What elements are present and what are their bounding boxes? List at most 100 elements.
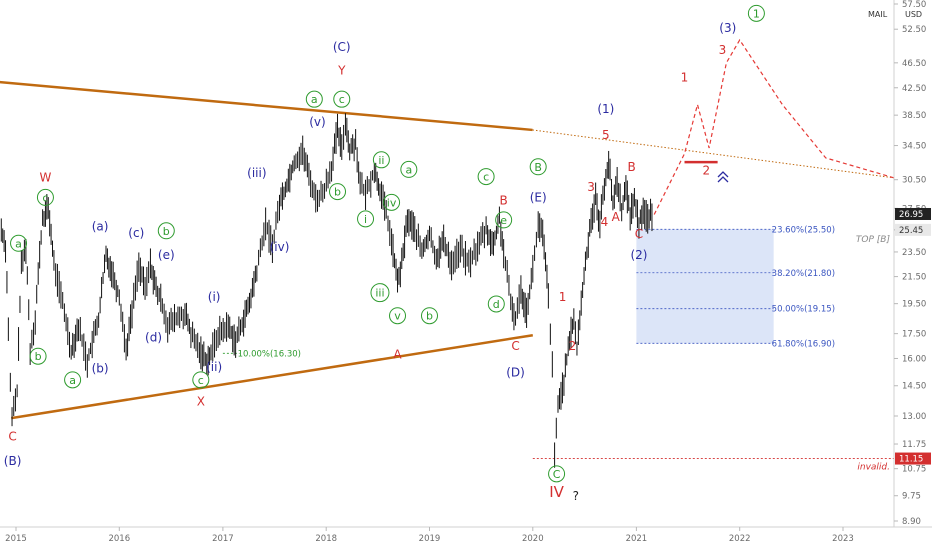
wave-label-circle — [192, 371, 210, 389]
wave-label-circle — [372, 151, 390, 169]
wave-label-circle — [389, 307, 407, 325]
price-tick-label: 38.50 — [902, 111, 926, 121]
wave-label: 1 — [753, 7, 760, 20]
last-price-tag-bg — [895, 207, 931, 220]
wave-label: iv — [387, 196, 397, 209]
trendline-extension — [532, 129, 895, 179]
top-b-tag-bg — [895, 223, 931, 236]
wave-label: c — [42, 191, 48, 204]
price-tick-label: 52.50 — [902, 25, 926, 35]
wave-label: c — [198, 374, 204, 387]
wave-label: (E) — [530, 190, 547, 204]
wave-label: iii — [375, 287, 384, 300]
chevron-up-icon — [717, 171, 729, 183]
wave-label: a — [69, 374, 76, 387]
wave-label: B — [500, 193, 508, 207]
fib-level-label: 38.20%(21.80) — [772, 269, 835, 279]
price-tick-label: 17.50 — [902, 330, 926, 340]
time-tick-label: 2016 — [108, 534, 130, 544]
wave-label: 2 — [702, 163, 710, 177]
wave-label: (a) — [92, 219, 109, 233]
price-tick-label: 10.75 — [902, 465, 926, 475]
invalid-label: invalid. — [857, 463, 890, 473]
currency-label: USD — [905, 10, 922, 19]
wave-label: (iv) — [270, 240, 290, 254]
trendline-upper — [0, 80, 533, 132]
wave-label: (iii) — [247, 166, 266, 180]
price-tick-label: 42.50 — [902, 84, 926, 94]
price-tick-label: 46.50 — [902, 59, 926, 69]
top-b-label: TOP [B] — [856, 235, 891, 245]
wave-label: 4 — [601, 215, 609, 229]
wave-label-circle — [329, 183, 347, 201]
wave-label-circle — [357, 210, 375, 228]
time-tick-label: 2019 — [419, 534, 441, 544]
wave-label: ? — [573, 489, 579, 503]
wave-label: Y — [337, 63, 346, 77]
wave-label: 2 — [569, 339, 577, 353]
wave-label-circle — [305, 90, 323, 108]
price-tick-label: 57.50 — [902, 0, 926, 10]
wave-label-circle — [487, 295, 505, 313]
fib-extra-label: 10.00%(16.30) — [238, 349, 301, 359]
top-b-tag: 25.45 — [899, 226, 923, 236]
wave-label: ii — [378, 154, 384, 167]
wave-label-circle — [10, 234, 28, 252]
price-tick-label: 21.50 — [902, 273, 926, 283]
wave-label: (e) — [158, 248, 175, 262]
wave-label: B — [534, 161, 542, 174]
wave-label-circle — [370, 283, 390, 303]
wave-label: 3 — [587, 180, 595, 194]
wave-label-circle — [36, 188, 54, 206]
wave-labels: C(B)Wcaba(a)(b)(c)(d)(e)b(i)(ii)cX(iii)(… — [4, 4, 765, 503]
projection-path — [653, 38, 895, 215]
wave-label: (i) — [208, 290, 221, 304]
wave-label-circle — [421, 307, 438, 325]
wave-label: a — [311, 93, 318, 106]
time-tick-label: 2023 — [832, 534, 854, 544]
wave-label: (3) — [719, 21, 736, 35]
wave-label: c — [339, 93, 345, 106]
price-tick-label: 14.50 — [902, 382, 926, 392]
wave-label-circle — [383, 193, 401, 211]
wave-label: C — [553, 468, 561, 481]
wave-label-circle — [477, 168, 495, 186]
time-tick-label: 2015 — [5, 534, 27, 544]
wave-label: X — [197, 395, 205, 409]
wave-label-circle — [529, 158, 547, 176]
wave-label: W — [39, 171, 51, 185]
wave-label: B — [627, 160, 635, 174]
wave-label-circle — [29, 347, 47, 365]
wave-label: a — [405, 163, 412, 176]
wave-label-circle — [400, 160, 418, 178]
wave-label: (B) — [4, 454, 22, 468]
wave-label: C — [511, 339, 519, 353]
fib-level-label: 23.60%(25.50) — [772, 225, 835, 235]
wave-label: (C) — [333, 40, 351, 54]
time-tick-label: 2020 — [522, 534, 544, 544]
wave-label: (ii) — [206, 360, 222, 374]
wave-label: (v) — [309, 115, 325, 129]
wave-label: c — [483, 171, 489, 184]
time-tick-label: 2017 — [212, 534, 234, 544]
wave-label: e — [500, 214, 507, 227]
price-tick-label: 11.75 — [902, 440, 926, 450]
time-tick-label: 2018 — [315, 534, 337, 544]
wave-label: b — [35, 350, 42, 363]
wave-label: (D) — [506, 365, 525, 379]
projection-line — [653, 38, 895, 215]
wave-label: d — [493, 298, 500, 311]
wave-label: (c) — [128, 226, 144, 240]
trendlines — [0, 80, 895, 459]
wave-label: (1) — [597, 102, 614, 116]
wave-label: (2) — [630, 248, 647, 262]
time-tick-label: 2022 — [729, 534, 751, 544]
price-series — [0, 113, 653, 468]
wave-label: 5 — [602, 128, 610, 142]
fib-box — [636, 229, 774, 344]
fib-level-label: 50.00%(19.15) — [772, 305, 835, 315]
wave-label: IV — [549, 483, 564, 501]
